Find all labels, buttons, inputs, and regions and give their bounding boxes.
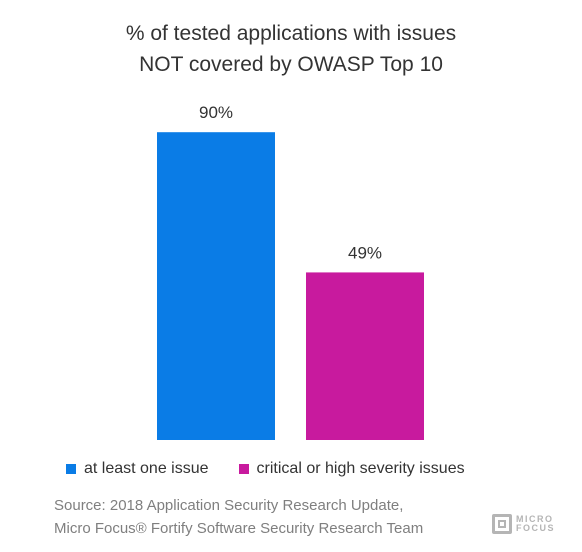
legend-swatch-magenta <box>238 464 249 474</box>
micro-focus-logo: MICRO FOCUS <box>492 514 555 534</box>
bar-chart: 90% 49% <box>157 103 424 440</box>
bar-value-label: 90% <box>199 103 233 122</box>
source-line-2: Micro Focus® Fortify Software Security R… <box>54 520 424 537</box>
source-note: Source: 2018 Application Security Resear… <box>54 494 423 540</box>
legend-item-critical-or-high: critical or high severity issues <box>238 460 465 478</box>
legend-label: critical or high severity issues <box>256 460 465 477</box>
chart-title-line-2: NOT covered by OWASP Top 10 <box>139 53 443 76</box>
bar-critical-or-high <box>306 272 424 440</box>
chart-title-line-1: % of tested applications with issues <box>125 22 457 45</box>
legend-label: at least one issue <box>84 460 209 477</box>
chart-title: % of tested applications with issues NOT… <box>0 18 582 80</box>
micro-focus-logo-icon <box>492 514 512 534</box>
bar-value-label: 49% <box>348 243 382 262</box>
legend-item-at-least-one-issue: at least one issue <box>66 460 209 478</box>
logo-text: MICRO FOCUS <box>516 514 555 533</box>
bar-at-least-one-issue <box>157 132 275 440</box>
source-line-1: Source: 2018 Application Security Resear… <box>54 497 404 514</box>
legend-swatch-blue <box>66 464 76 474</box>
legend: at least one issue critical or high seve… <box>66 460 495 478</box>
